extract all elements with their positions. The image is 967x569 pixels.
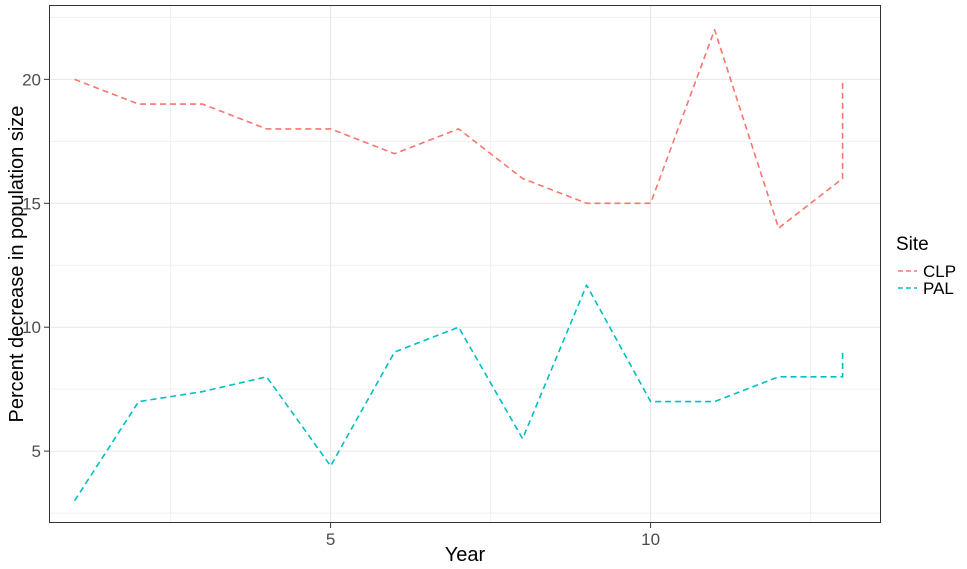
legend-label-pal: PAL bbox=[923, 279, 954, 298]
y-tick-label: 15 bbox=[22, 194, 41, 213]
x-tick-label: 10 bbox=[641, 530, 660, 549]
series-layer bbox=[73, 28, 844, 502]
legend-label-clp: CLP bbox=[923, 262, 956, 281]
y-tick-label: 10 bbox=[22, 318, 41, 337]
series-line-clp bbox=[74, 28, 844, 229]
grid-minor bbox=[49, 5, 881, 523]
x-axis: 5 10 bbox=[326, 523, 660, 549]
y-tick-label: 20 bbox=[22, 70, 41, 89]
y-tick-label: 5 bbox=[32, 442, 41, 461]
y-axis-title: Percent decrease in population size bbox=[6, 106, 28, 423]
series-line-pal bbox=[73, 284, 844, 502]
x-axis-title: Year bbox=[445, 544, 486, 566]
y-axis: 5 10 15 20 bbox=[22, 70, 49, 461]
grid-major bbox=[49, 5, 881, 523]
x-tick-label: 5 bbox=[326, 530, 335, 549]
panel-border bbox=[49, 5, 881, 523]
legend-title: Site bbox=[896, 234, 929, 255]
